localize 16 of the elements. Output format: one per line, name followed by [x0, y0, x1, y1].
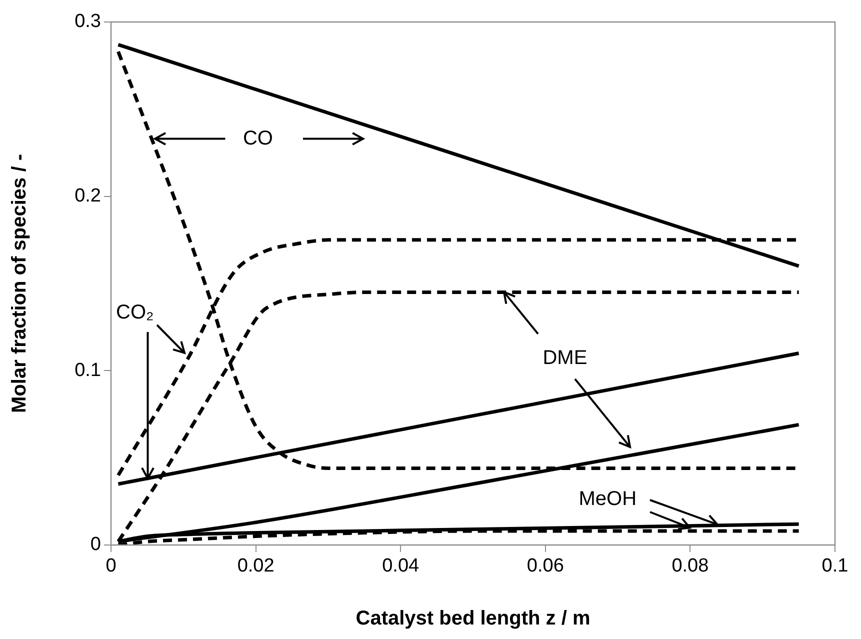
- y-tick-label: 0.2: [74, 186, 101, 207]
- annotation: MeOH: [578, 488, 637, 510]
- y-tick-label: 0.3: [74, 11, 101, 32]
- x-tick-label: 0.04: [382, 556, 420, 577]
- x-tick-label: 0: [106, 556, 116, 577]
- annotation: DME: [542, 346, 588, 369]
- x-tick-label: 0.08: [672, 556, 709, 577]
- y-tick-label: 0.1: [74, 360, 101, 381]
- y-axis-title: Molar fraction of species / -: [8, 154, 31, 413]
- x-tick-label: 0.02: [237, 556, 274, 577]
- x-axis-title: Catalyst bed length z / m: [356, 608, 590, 630]
- x-tick-label: 0.06: [526, 556, 564, 577]
- x-tick-label: 0.1: [822, 556, 848, 577]
- annotation: CO: [242, 127, 273, 150]
- annotation: CO₂: [116, 302, 154, 324]
- y-tick-label: 0: [90, 534, 101, 556]
